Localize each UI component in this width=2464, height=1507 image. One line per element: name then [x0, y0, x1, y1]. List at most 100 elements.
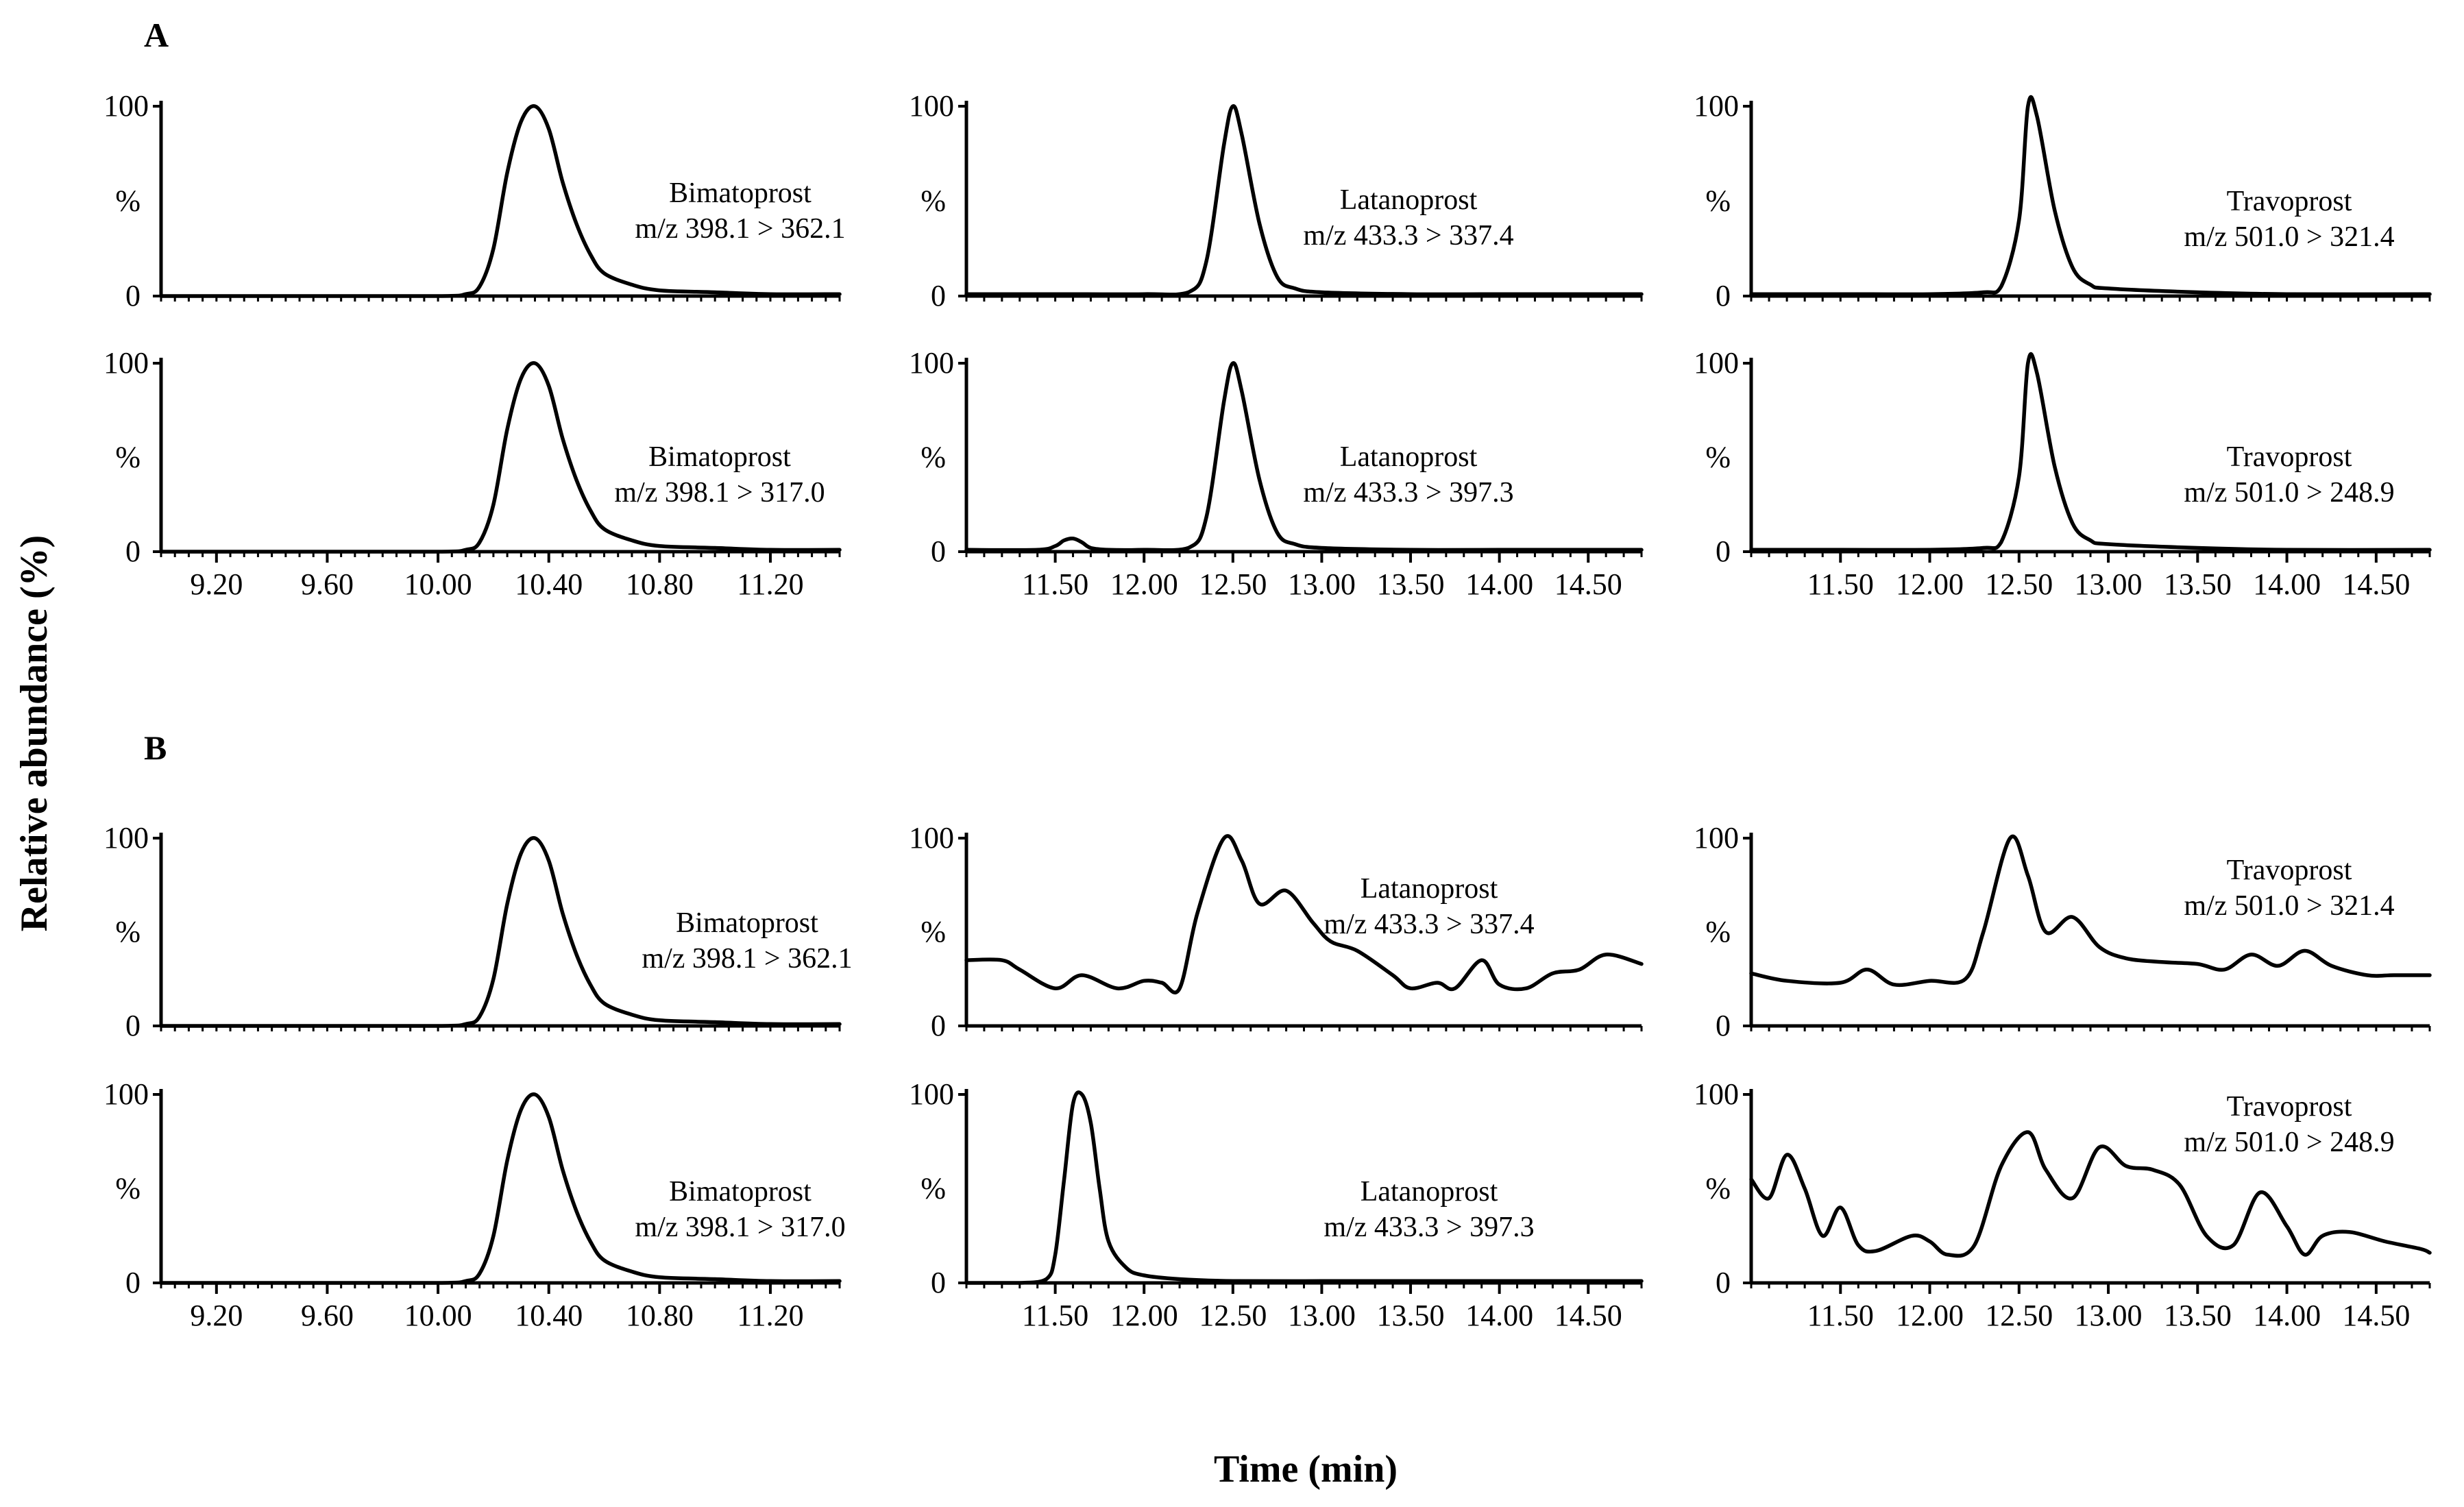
x-tick-label: 10.80 [626, 1299, 694, 1332]
y-tick-label: 100 [103, 1077, 149, 1111]
y-tick-label: 100 [103, 346, 149, 380]
y-tick-label: % [1705, 184, 1731, 218]
y-tick-label: % [115, 184, 141, 218]
x-tick-label: 14.00 [1465, 1299, 1533, 1332]
y-tick-label: 0 [1716, 1266, 1731, 1299]
chromatogram-a1: 0% 100 Bimatoprost m/z 398.1 > 362.1 [103, 89, 846, 313]
x-tick-label: 14.00 [1465, 567, 1533, 601]
x-tick-label: 14.50 [1554, 567, 1622, 601]
compound-label: Latanoprost [1340, 441, 1478, 473]
x-tick-label: 12.00 [1896, 1299, 1964, 1332]
chromatogram-trace [159, 361, 842, 554]
x-axis-title: Time (min) [1214, 1448, 1398, 1491]
chromatogram-trace [159, 1092, 842, 1285]
transition-label: m/z 501.0 > 248.9 [2184, 1127, 2394, 1158]
transition-label: m/z 433.3 > 337.4 [1324, 909, 1534, 940]
x-tick-label: 10.80 [626, 567, 694, 601]
x-tick-label: 11.50 [1807, 567, 1874, 601]
chromatogram-trace [1749, 95, 2432, 297]
y-tick-label: 0 [125, 1009, 141, 1042]
y-tick-label: % [920, 441, 946, 474]
y-tick-label: 0 [1716, 1009, 1731, 1042]
chromatogram-trace [964, 834, 1644, 995]
transition-label: m/z 398.1 > 362.1 [635, 213, 845, 245]
transition-label: m/z 398.1 > 362.1 [642, 943, 852, 975]
chromatogram-trace [964, 1090, 1644, 1285]
x-tick-label: 9.20 [190, 1299, 243, 1332]
y-tick-label: 0 [1716, 535, 1731, 568]
chromatogram-b2: 0% 100 Latanoprost m/z 433.3 > 337.4 [909, 821, 1644, 1042]
y-tick-label: 100 [909, 1077, 954, 1111]
compound-label: Latanoprost [1361, 1176, 1498, 1208]
x-tick-label: 13.50 [2164, 567, 2232, 601]
x-tick-label: 12.00 [1110, 1299, 1178, 1332]
y-tick-label: 0 [931, 535, 946, 568]
x-tick-label: 14.00 [2253, 1299, 2321, 1332]
x-tick-label: 11.50 [1022, 567, 1088, 601]
chromatogram-b4: 0% 100 9.20 9.60 10.00 10.40 10.80 11.20 Bimatop… [103, 1077, 846, 1332]
chromatogram-a6: 0% 100 11.50 12.00 12.50 13.00 13.50 14.00 14.50… [1694, 346, 2432, 601]
compound-label: Travoprost [2227, 1091, 2352, 1123]
x-tick-label: 9.20 [190, 567, 243, 601]
y-tick-label: % [1705, 1172, 1731, 1205]
x-tick-label: 11.50 [1022, 1299, 1088, 1332]
chromatogram-a3: 0% 100 Travoprost m/z 501.0 > 321.4 [1694, 89, 2432, 313]
compound-label: Latanoprost [1361, 873, 1498, 905]
y-tick-label: 0 [125, 535, 141, 568]
y-tick-label: % [920, 915, 946, 948]
y-tick-label: % [1705, 915, 1731, 948]
chromatogram-b6: 0% 100 11.50 12.00 12.50 13.00 13.50 14.00 14.50… [1694, 1077, 2432, 1332]
x-tick-label: 10.00 [404, 1299, 472, 1332]
chromatogram-trace [1749, 352, 2432, 552]
x-tick-label: 12.50 [1199, 567, 1267, 601]
transition-label: m/z 398.1 > 317.0 [614, 477, 825, 509]
compound-label: Latanoprost [1340, 184, 1478, 216]
chromatogram-trace [1749, 834, 2432, 988]
x-tick-label: 14.50 [2342, 1299, 2410, 1332]
x-tick-label: 13.50 [1377, 1299, 1445, 1332]
x-tick-label: 13.50 [1377, 567, 1445, 601]
x-tick-label: 9.60 [301, 1299, 354, 1332]
transition-label: m/z 433.3 > 337.4 [1303, 220, 1513, 252]
chromatogram-b5: 0% 100 11.50 12.00 12.50 13.00 13.50 14.00 14.50… [909, 1077, 1644, 1332]
compound-label: Travoprost [2227, 855, 2352, 886]
y-tick-label: % [115, 915, 141, 948]
y-tick-label: 100 [909, 346, 954, 380]
x-tick-label: 13.00 [1288, 567, 1356, 601]
transition-label: m/z 433.3 > 397.3 [1303, 477, 1513, 509]
y-tick-label: 100 [1694, 821, 1739, 855]
x-tick-label: 13.00 [1288, 1299, 1356, 1332]
chromatogram-b1: 0% 100 Bimatoprost m/z 398.1 > 362.1 [103, 821, 853, 1042]
y-tick-label: 0 [125, 279, 141, 313]
transition-label: m/z 501.0 > 321.4 [2184, 221, 2394, 253]
x-tick-label: 12.00 [1896, 567, 1964, 601]
compound-label: Bimatoprost [676, 907, 818, 939]
y-tick-label: 0 [125, 1266, 141, 1299]
y-tick-label: 100 [1694, 89, 1739, 123]
y-tick-label: 100 [103, 821, 149, 855]
x-tick-label: 14.50 [1554, 1299, 1622, 1332]
y-tick-label: 100 [103, 89, 149, 123]
y-axis-title: Relative abundance (%) [13, 535, 56, 932]
compound-label: Travoprost [2227, 441, 2352, 473]
compound-label: Bimatoprost [669, 1176, 812, 1208]
y-tick-label: 100 [1694, 1077, 1739, 1111]
x-tick-label: 11.50 [1807, 1299, 1874, 1332]
chromatogram-grid: 0% 100 Bimatoprost m/z 398.1 > 362.1 0% 100 La… [103, 89, 2432, 1332]
x-tick-label: 13.00 [2075, 1299, 2143, 1332]
y-tick-label: % [1705, 441, 1731, 474]
y-tick-label: % [115, 1172, 141, 1205]
panel-label-a: A [144, 16, 169, 54]
y-tick-label: 100 [909, 821, 954, 855]
chromatogram-trace [159, 836, 842, 1028]
x-tick-label: 10.40 [515, 1299, 583, 1332]
y-tick-label: 0 [931, 279, 946, 313]
x-tick-label: 11.20 [737, 567, 803, 601]
chromatogram-trace [1749, 1130, 2432, 1258]
x-tick-label: 11.20 [737, 1299, 803, 1332]
compound-label: Bimatoprost [669, 177, 812, 209]
y-tick-label: % [920, 1172, 946, 1205]
x-tick-label: 12.50 [1985, 567, 2053, 601]
x-tick-label: 12.50 [1199, 1299, 1267, 1332]
